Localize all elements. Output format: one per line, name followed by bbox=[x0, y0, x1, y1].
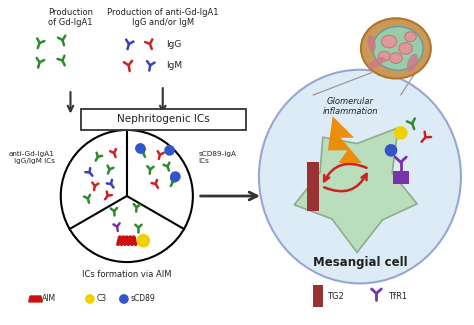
Text: sCD89: sCD89 bbox=[131, 294, 155, 304]
FancyBboxPatch shape bbox=[81, 109, 246, 130]
Text: TG2: TG2 bbox=[327, 292, 344, 301]
Text: Nephritogenic ICs: Nephritogenic ICs bbox=[118, 114, 210, 124]
Text: anti-Gd-IgA1
IgG/IgM ICs: anti-Gd-IgA1 IgG/IgM ICs bbox=[9, 151, 55, 164]
Circle shape bbox=[394, 126, 408, 140]
FancyBboxPatch shape bbox=[393, 171, 409, 184]
Text: ICs formation via AIM: ICs formation via AIM bbox=[82, 270, 172, 279]
Text: Glomerular
inflammation: Glomerular inflammation bbox=[322, 97, 378, 116]
Circle shape bbox=[61, 130, 193, 262]
Text: Mesangial cell: Mesangial cell bbox=[313, 255, 407, 268]
Ellipse shape bbox=[405, 32, 416, 42]
Text: TfR1: TfR1 bbox=[388, 292, 407, 301]
Polygon shape bbox=[328, 116, 362, 163]
Ellipse shape bbox=[399, 43, 412, 54]
Polygon shape bbox=[294, 128, 417, 252]
Text: IgM: IgM bbox=[166, 61, 182, 70]
Circle shape bbox=[164, 145, 175, 156]
Text: C3: C3 bbox=[97, 294, 107, 304]
Text: AIM: AIM bbox=[42, 294, 56, 304]
FancyBboxPatch shape bbox=[313, 285, 323, 307]
Text: IgG: IgG bbox=[166, 40, 181, 49]
Circle shape bbox=[119, 294, 129, 304]
Ellipse shape bbox=[378, 51, 390, 61]
Circle shape bbox=[385, 144, 397, 157]
Ellipse shape bbox=[259, 70, 461, 283]
Ellipse shape bbox=[381, 35, 397, 48]
Text: Production
of Gd-IgA1: Production of Gd-IgA1 bbox=[48, 7, 93, 27]
Text: sCD89-IgA
ICs: sCD89-IgA ICs bbox=[199, 151, 237, 164]
Ellipse shape bbox=[368, 57, 385, 69]
Circle shape bbox=[135, 143, 146, 154]
Ellipse shape bbox=[361, 18, 431, 78]
Ellipse shape bbox=[407, 54, 418, 72]
Circle shape bbox=[85, 294, 95, 304]
Circle shape bbox=[137, 234, 150, 248]
Ellipse shape bbox=[373, 27, 423, 70]
FancyBboxPatch shape bbox=[307, 162, 319, 211]
Text: Production of anti-Gd-IgA1
IgG and/or IgM: Production of anti-Gd-IgA1 IgG and/or Ig… bbox=[107, 7, 219, 27]
Circle shape bbox=[170, 171, 181, 182]
Ellipse shape bbox=[367, 35, 376, 52]
Ellipse shape bbox=[390, 53, 402, 63]
